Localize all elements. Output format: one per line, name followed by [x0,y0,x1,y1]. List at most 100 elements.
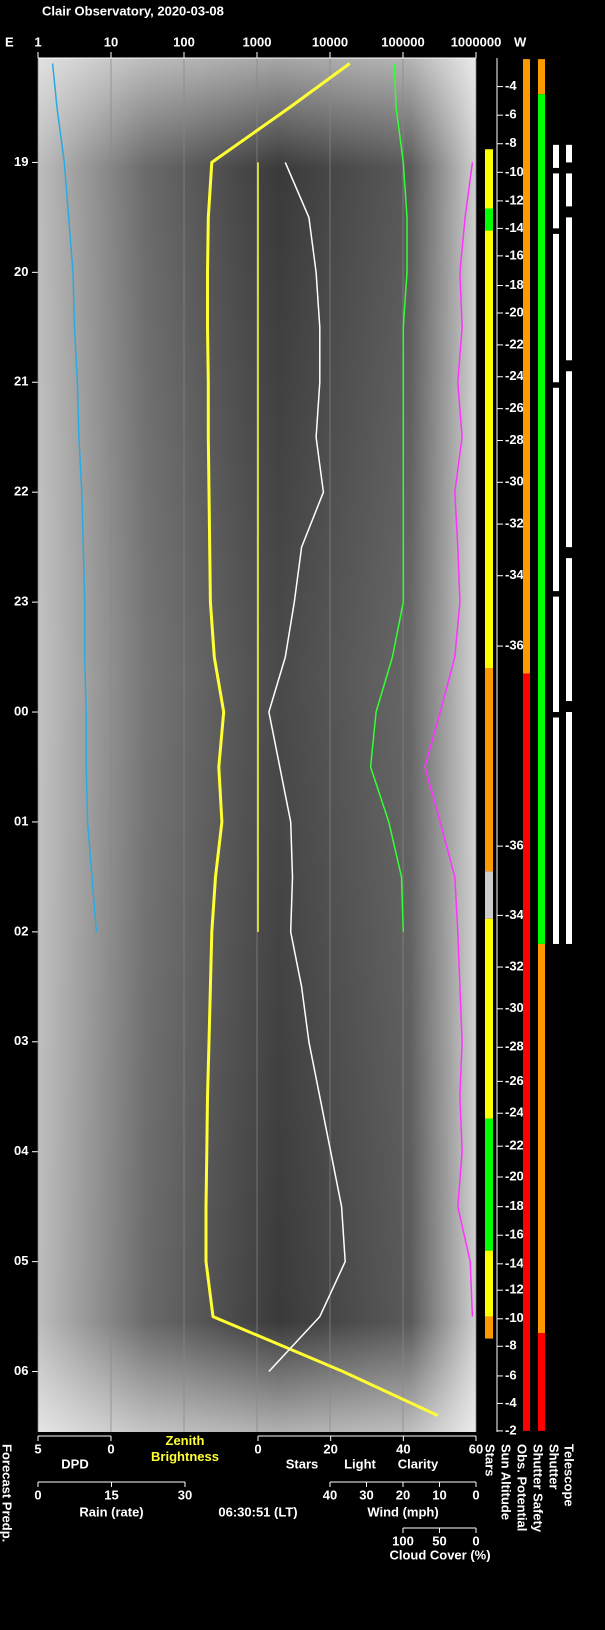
sun-altitude-label: -30 [505,474,524,489]
column-label: Stars [483,1444,498,1477]
status-segment [485,871,493,919]
x-tick-label: 30 [359,1487,373,1502]
west-label: W [514,34,527,49]
column-label: Shutter [547,1444,562,1490]
y-tick-label: 23 [14,594,28,609]
status-segment [553,387,559,592]
sun-altitude-label: -4 [505,78,517,93]
x-tick-label: 20 [396,1487,410,1502]
sun-altitude-label: -20 [505,304,524,319]
status-segment [485,1316,493,1339]
column-label: Sun Altitude [499,1444,514,1520]
y-tick-label: 03 [14,1033,28,1048]
sun-altitude-label: -8 [505,1338,517,1353]
legend-label: DPD [61,1456,88,1471]
status-segment [523,673,530,1431]
status-segment [538,943,545,1334]
status-segment [566,217,572,361]
axis-label: Wind (mph) [367,1504,438,1519]
series-line [51,63,98,932]
x-tick-label: 1000000 [451,34,502,49]
x-tick-label: 0 [34,1487,41,1502]
sun-altitude-label: -14 [505,220,525,235]
legend-label: Cloud Cover (%) [389,1547,490,1562]
sun-altitude-label: -32 [505,515,524,530]
sun-altitude-label: -10 [505,164,524,179]
y-tick-label: 19 [14,154,28,169]
status-segment [553,144,559,168]
status-segment [485,668,493,872]
status-segment [485,230,493,669]
x-tick-label: 5 [34,1441,41,1456]
x-tick-label: 100 [173,34,195,49]
status-segment [485,149,493,209]
column-label: Forecast Predp. [0,1444,15,1542]
series-line [204,62,439,1417]
sun-altitude-label: -36 [505,838,524,853]
x-tick-label: 50 [432,1533,446,1548]
sun-altitude-label: -28 [505,432,524,447]
sun-altitude-label: -6 [505,1367,517,1382]
east-label: E [5,34,14,49]
sun-altitude-label: -26 [505,1073,524,1088]
sun-altitude-label: -30 [505,1000,524,1015]
sun-altitude-label: -18 [505,277,524,292]
sun-altitude-label: -4 [505,1395,517,1410]
status-segment [566,712,572,944]
sun-altitude-label: -12 [505,1282,524,1297]
y-tick-label: 05 [14,1253,28,1268]
status-segment [538,59,545,95]
x-tick-label: 1 [34,34,41,49]
status-segment [566,173,572,207]
x-tick-label: 15 [104,1487,118,1502]
sun-altitude-label: -14 [505,1255,525,1270]
sun-altitude-label: -12 [505,192,524,207]
sun-altitude-label: -32 [505,958,524,973]
chart-title: Clair Observatory, 2020-03-08 [42,3,224,18]
sun-altitude-label: -22 [505,1138,524,1153]
x-tick-label: 20 [323,1441,337,1456]
x-tick-label: 30 [178,1487,192,1502]
legend-label: Light [344,1456,376,1471]
y-tick-label: 01 [14,813,28,828]
status-segment [485,208,493,231]
time-label: 06:30:51 (LT) [218,1504,297,1519]
x-tick-label: 1000 [243,34,272,49]
status-segment [566,144,572,163]
status-segment [566,558,572,702]
status-segment [553,717,559,944]
series-line [424,162,474,1317]
series-line [268,162,346,1373]
x-tick-label: 10000 [312,34,348,49]
x-tick-label: 10 [432,1487,446,1502]
status-segment [538,94,545,944]
status-segment [566,371,572,548]
y-tick-label: 06 [14,1363,28,1378]
sun-altitude-label: -34 [505,567,525,582]
sun-altitude-label: -16 [505,247,524,262]
x-tick-label: 100000 [381,34,424,49]
status-segment [485,1250,493,1317]
series-line [369,63,408,932]
sun-altitude-label: -24 [505,1105,525,1120]
sun-altitude-label: -18 [505,1198,524,1213]
sun-altitude-label: -10 [505,1310,524,1325]
x-tick-label: 60 [469,1441,483,1456]
zenith-label: Zenith Brightness [151,1433,219,1464]
sun-altitude-label: -36 [505,638,524,653]
status-segment [553,233,559,383]
x-tick-label: 0 [472,1533,479,1548]
y-tick-label: 02 [14,923,28,938]
legend-label: Stars [286,1456,319,1471]
status-segment [538,1333,545,1431]
status-segment [485,1118,493,1251]
status-segment [553,173,559,229]
sun-altitude-label: -22 [505,336,524,351]
sun-altitude-label: -6 [505,107,517,122]
y-tick-label: 21 [14,374,28,389]
x-tick-label: 0 [254,1441,261,1456]
x-tick-label: 0 [472,1487,479,1502]
axis-label: Rain (rate) [79,1504,143,1519]
column-label: Telescope [562,1444,577,1507]
